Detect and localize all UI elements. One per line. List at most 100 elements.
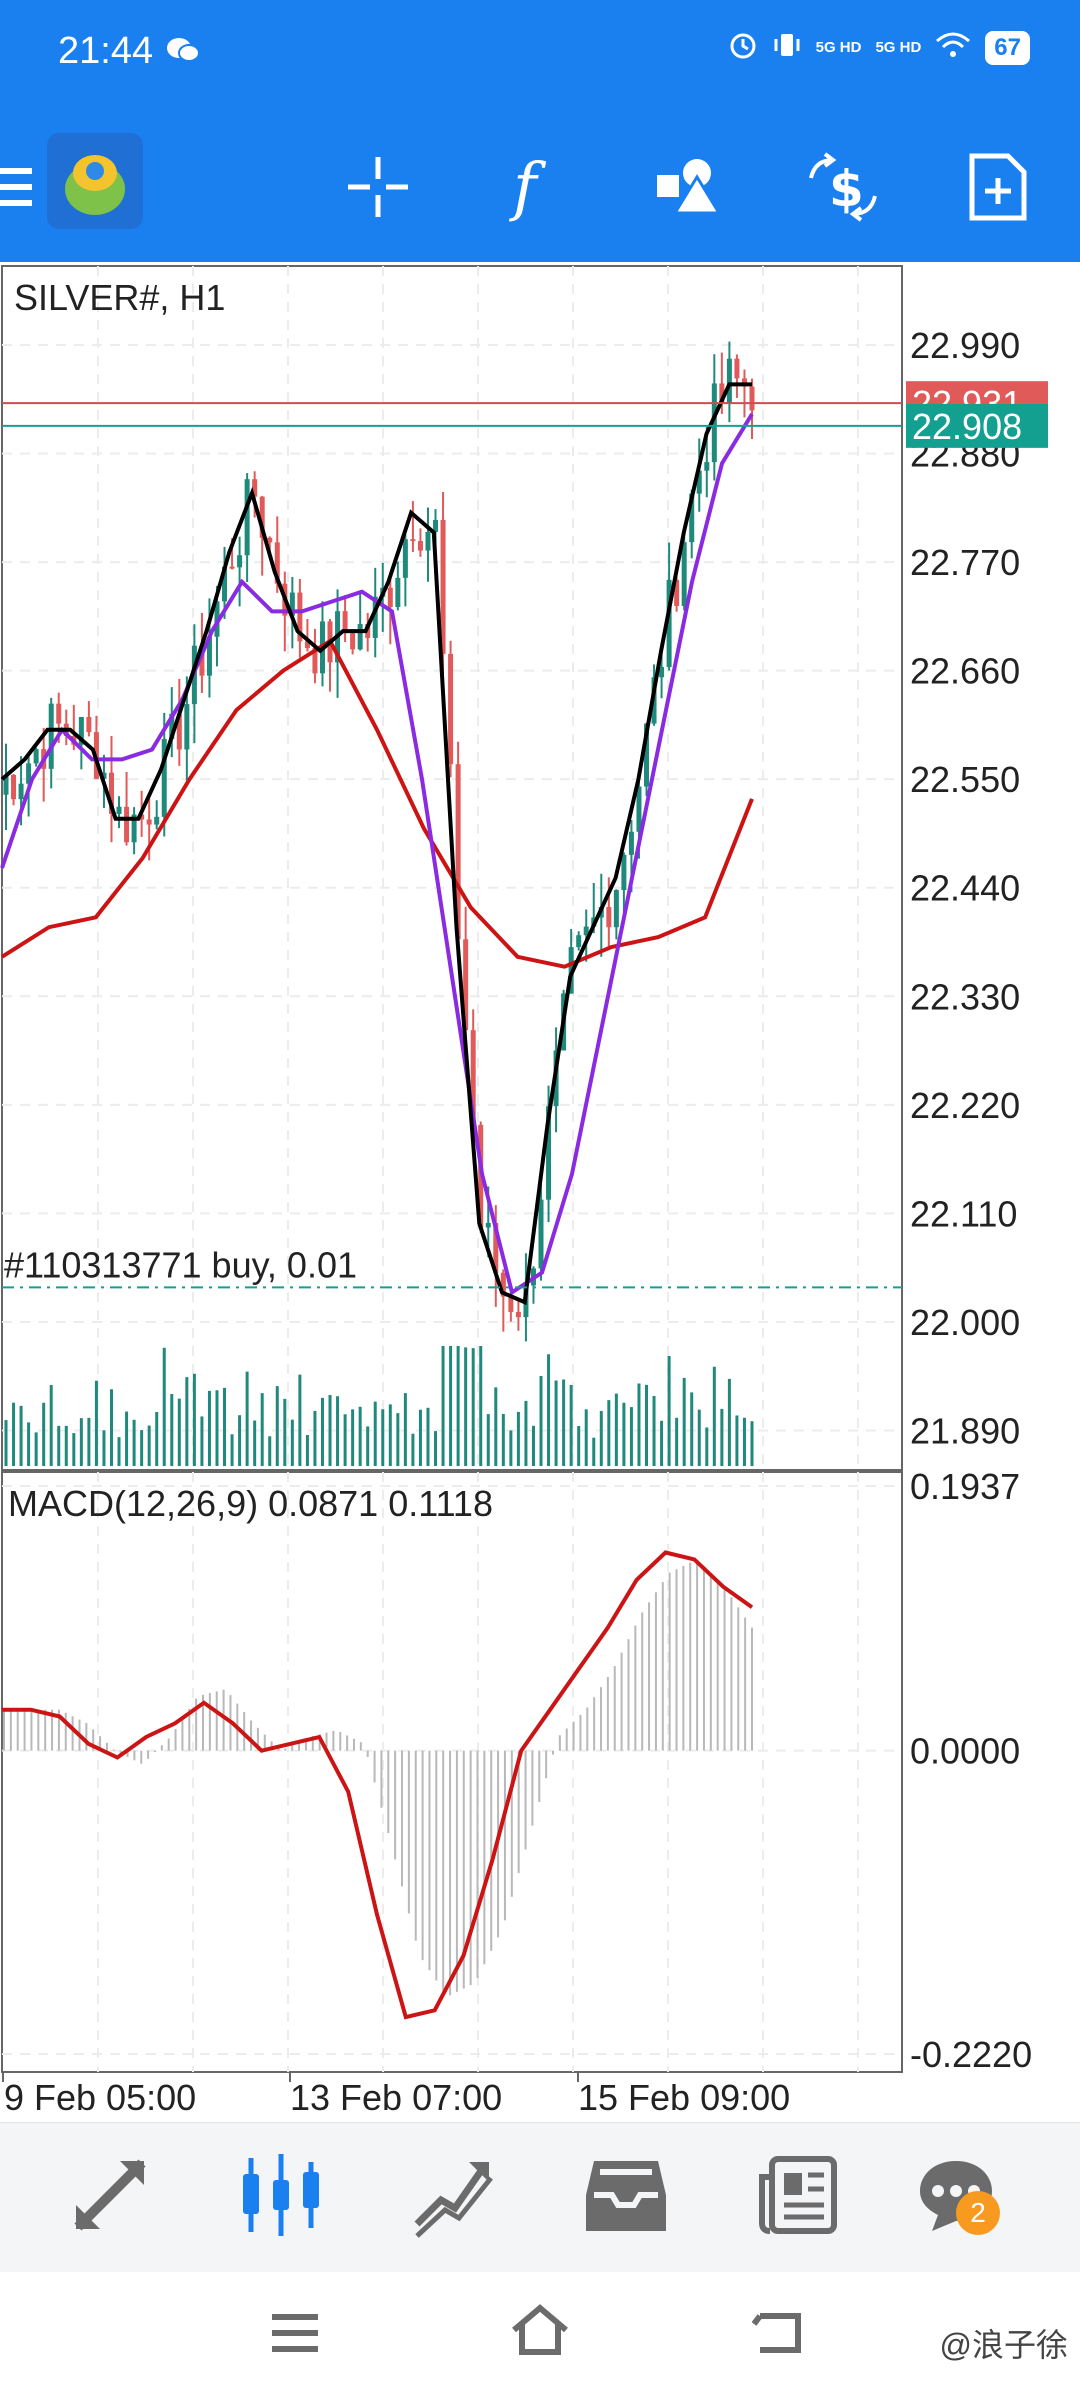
- candle-body: [628, 831, 634, 855]
- candle-body: [704, 462, 710, 471]
- candle-body: [576, 935, 582, 948]
- news-nav-button[interactable]: [748, 2145, 848, 2245]
- candle-body: [636, 786, 642, 832]
- candle-body: [3, 774, 9, 795]
- candle-body: [304, 641, 310, 649]
- ma-slow-line: [0, 638, 754, 969]
- candle-body: [259, 496, 265, 538]
- new-order-icon[interactable]: [953, 142, 1043, 232]
- system-navigation-bar: @浪子徐: [0, 2272, 1080, 2400]
- candle-body: [33, 749, 39, 764]
- candle-body: [350, 633, 356, 650]
- candle-body: [274, 542, 280, 584]
- candle-body: [455, 764, 461, 940]
- quotes-nav-button[interactable]: [60, 2145, 160, 2245]
- candle-body: [659, 667, 665, 678]
- trade-icon[interactable]: $: [798, 142, 888, 232]
- svg-text:f: f: [509, 152, 547, 222]
- candle-body: [696, 470, 702, 494]
- time-tick-0: 9 Feb 05:00: [4, 2077, 196, 2118]
- candle-body: [433, 519, 439, 532]
- ask-price-tag: [906, 403, 1048, 448]
- bottom-navigation: 2: [0, 2122, 1080, 2273]
- chart-toolbar: f $: [0, 112, 1080, 262]
- macd-label: MACD(12,26,9) 0.0871 0.1118: [8, 1483, 493, 1524]
- recent-apps-icon[interactable]: [270, 2312, 320, 2359]
- candle-body: [515, 1311, 521, 1318]
- macd-signal-line: [2, 1550, 754, 2020]
- messages-badge: 2: [956, 2191, 1000, 2235]
- candle-body: [402, 539, 408, 578]
- back-icon[interactable]: [751, 2310, 806, 2361]
- price-tick-8: 22.110: [910, 1193, 1017, 1234]
- candle-body: [734, 358, 740, 379]
- chart-nav-button[interactable]: [232, 2145, 332, 2245]
- candle-body: [719, 383, 725, 404]
- candle-body: [161, 738, 167, 817]
- candle-body: [11, 774, 17, 800]
- candle-body: [508, 1296, 514, 1312]
- candle-body: [139, 814, 145, 820]
- trade-nav-button[interactable]: [404, 2145, 504, 2245]
- candle-body: [244, 479, 250, 556]
- candle-body: [463, 939, 469, 1031]
- candle-body: [48, 703, 54, 769]
- candle-body: [184, 704, 190, 750]
- candle-body: [395, 577, 401, 607]
- candle-body: [372, 596, 378, 638]
- time-tick-2: 15 Feb 09:00: [578, 2077, 790, 2118]
- candle-body: [410, 539, 416, 542]
- candle-body: [546, 1106, 552, 1200]
- objects-icon[interactable]: [643, 142, 733, 232]
- price-tick-0: 22.990: [910, 325, 1020, 366]
- candle-body: [199, 645, 205, 676]
- signal-5g-2: 5G HD: [875, 38, 922, 56]
- price-tick-5: 22.440: [910, 868, 1020, 909]
- chart-canvas[interactable]: 22.99022.88022.77022.66022.55022.44022.3…: [0, 262, 1080, 2122]
- candle-body: [267, 537, 273, 543]
- alarm-icon: [728, 30, 758, 65]
- candle-body: [222, 566, 228, 602]
- app-logo-icon: [46, 132, 144, 230]
- candle-body: [56, 703, 62, 724]
- candle-body: [666, 579, 672, 668]
- price-tick-10: 21.890: [910, 1411, 1020, 1452]
- home-icon[interactable]: [510, 2304, 570, 2361]
- candle-body: [124, 806, 130, 843]
- candle-body: [206, 636, 212, 676]
- candle-body: [229, 566, 235, 569]
- candle-body: [214, 601, 220, 637]
- wechat-icon: [166, 36, 200, 72]
- candle-body: [78, 716, 84, 745]
- candle-body: [621, 854, 627, 891]
- wifi-icon: [935, 31, 971, 64]
- candle-body: [674, 579, 680, 606]
- menu-icon[interactable]: [0, 142, 70, 232]
- candle-body: [237, 555, 243, 568]
- signal-5g-1: 5G HD: [815, 38, 862, 56]
- candle-body: [417, 541, 423, 551]
- macd-pane: [1, 1471, 903, 2073]
- status-time: 21:44: [58, 30, 154, 72]
- watermark-text: @浪子徐: [939, 2327, 1069, 2363]
- candle-body: [169, 713, 175, 739]
- candle-body: [108, 772, 114, 814]
- candle-body: [252, 479, 258, 497]
- candle-body: [749, 386, 755, 411]
- history-icon: [586, 2161, 666, 2231]
- candle-body: [176, 713, 182, 750]
- candle-body: [342, 611, 348, 634]
- price-tick-9: 22.000: [910, 1302, 1020, 1343]
- candle-body: [681, 542, 687, 606]
- candle-body: [101, 772, 107, 779]
- chart-area[interactable]: 22.990 22.880 22.770 22.660 22.550 22.440 22.3…: [0, 262, 1080, 2122]
- crosshair-icon[interactable]: [333, 142, 423, 232]
- candle-body: [606, 906, 612, 928]
- candle-body: [357, 624, 363, 650]
- price-tick-6: 22.330: [910, 976, 1020, 1017]
- messages-nav-button[interactable]: 2: [906, 2145, 1006, 2245]
- function-icon[interactable]: f: [488, 142, 578, 232]
- price-tick-7: 22.220: [910, 1085, 1020, 1126]
- history-nav-button[interactable]: [576, 2145, 676, 2245]
- symbol-label: SILVER#, H1: [14, 277, 225, 318]
